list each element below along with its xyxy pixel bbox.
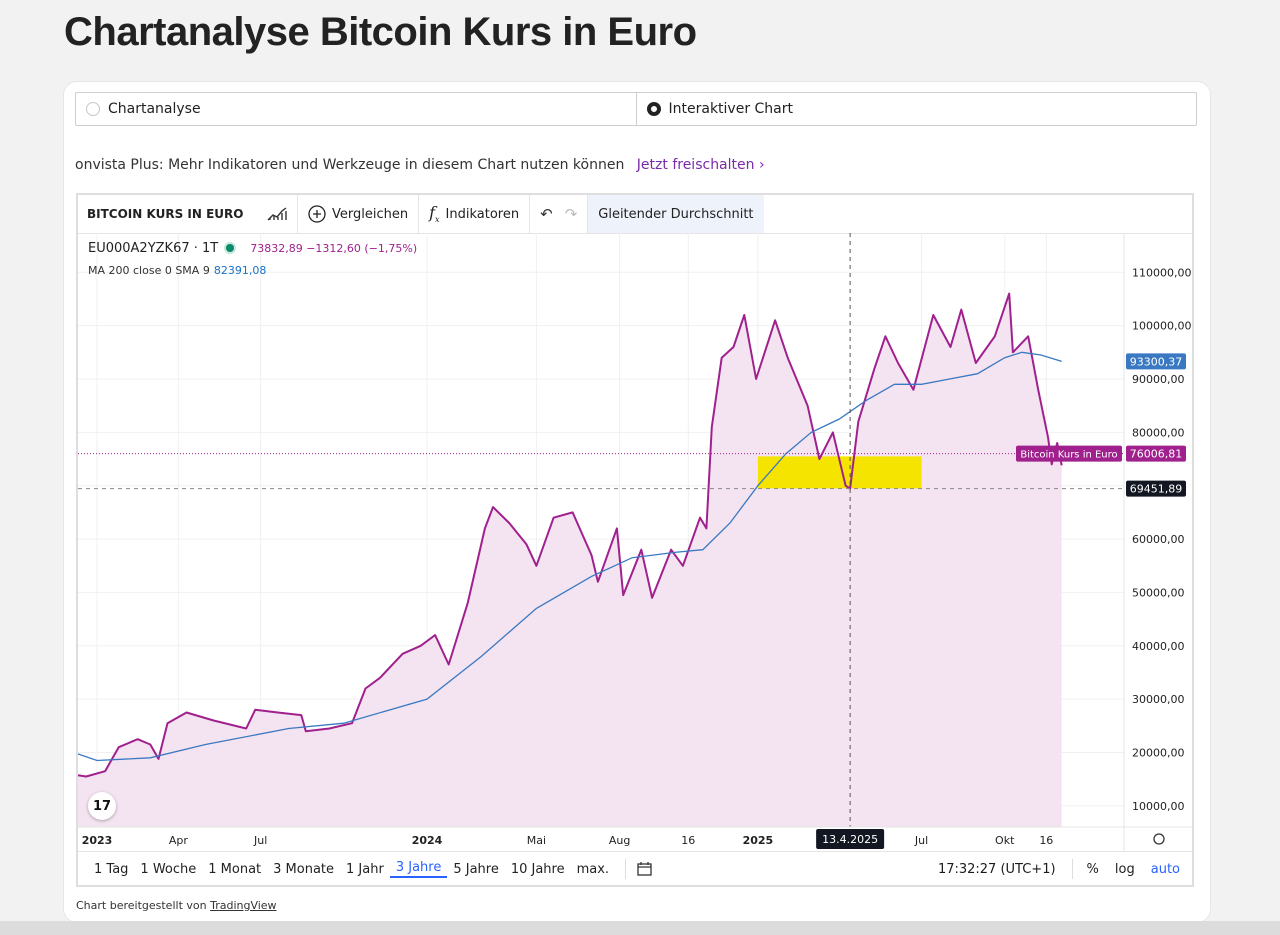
tradingview-logo-icon[interactable]: 17 bbox=[88, 792, 116, 820]
price-line bbox=[78, 292, 1063, 778]
chart-style-icon[interactable] bbox=[267, 207, 287, 221]
instrument-legend: EU000A2YZK67 · 1T 73832,89 −1312,60 (−1,7… bbox=[88, 241, 417, 256]
log-scale-toggle[interactable]: log bbox=[1114, 861, 1135, 877]
radio-on-icon bbox=[646, 102, 661, 116]
unlock-link[interactable]: Jetzt freischalten › bbox=[636, 157, 765, 173]
page-title: Chartanalyse Bitcoin Kurs in Euro bbox=[64, 10, 697, 54]
settings-gear-icon[interactable] bbox=[1153, 833, 1165, 845]
series-name-tag-bg bbox=[1016, 445, 1122, 462]
ma-price-tag: 93300,37 bbox=[1130, 355, 1183, 368]
tab-chartanalyse[interactable]: Chartanalyse bbox=[76, 93, 636, 125]
tab-interaktiver-chart[interactable]: Interaktiver Chart bbox=[635, 93, 1197, 125]
chart-credit: Chart bereitgestellt von TradingView bbox=[76, 899, 277, 912]
compare-label: Vergleichen bbox=[332, 206, 409, 222]
price-axis-label: 90000,00 bbox=[1132, 373, 1185, 386]
price-area-fill bbox=[78, 293, 1062, 827]
tab-label: Interaktiver Chart bbox=[668, 101, 794, 117]
interactive-chart: BITCOIN KURS IN EURO Vergleichen fx Indi… bbox=[76, 193, 1194, 887]
price-axis-label: 30000,00 bbox=[1132, 693, 1185, 706]
last-price-tag: 76006,81 bbox=[1130, 448, 1183, 461]
symbol-search[interactable]: BITCOIN KURS IN EURO bbox=[78, 195, 298, 233]
time-axis-label: 2025 bbox=[743, 834, 774, 847]
auto-scale-toggle[interactable]: auto bbox=[1150, 861, 1180, 877]
ma-price-tag-bg bbox=[1126, 353, 1186, 370]
moving-average-label: Gleitender Durchschnitt bbox=[598, 206, 754, 222]
moving-average-line bbox=[78, 351, 1062, 762]
promo-text: onvista Plus: Mehr Indikatoren und Werkz… bbox=[75, 157, 625, 173]
price-axis-label: 40000,00 bbox=[1132, 640, 1185, 653]
crosshair-date-tag-bg bbox=[816, 829, 885, 849]
percent-scale-toggle[interactable]: % bbox=[1086, 861, 1099, 877]
range-1w[interactable]: 1 Woche bbox=[140, 861, 197, 877]
time-axis-label: Jul bbox=[914, 834, 928, 847]
radio-off-icon bbox=[86, 102, 100, 116]
chart-toolbar: BITCOIN KURS IN EURO Vergleichen fx Indi… bbox=[78, 195, 1194, 234]
undo-redo-group: ↶ ↷ bbox=[530, 195, 589, 233]
crosshair-date-tag: 13.4.2025 bbox=[822, 833, 878, 846]
last-price-tag-bg bbox=[1126, 445, 1186, 462]
range-1y[interactable]: 1 Jahr bbox=[346, 861, 384, 877]
price-axis-label: 20000,00 bbox=[1132, 747, 1185, 760]
undo-icon[interactable]: ↶ bbox=[540, 205, 553, 223]
browser-bottom-strip bbox=[0, 921, 1280, 935]
time-axis-label: Jul bbox=[253, 834, 267, 847]
range-3y[interactable]: 3 Jahre bbox=[389, 860, 448, 878]
price-axis-label: 100000,00 bbox=[1132, 320, 1192, 333]
ma-label: MA 200 close 0 SMA 9 bbox=[88, 264, 210, 277]
price-axis-label: 110000,00 bbox=[1132, 266, 1192, 279]
market-status-icon bbox=[226, 244, 235, 252]
credit-prefix: Chart bereitgestellt von bbox=[76, 899, 207, 912]
ma-value: 82391,08 bbox=[213, 264, 267, 277]
series-name-tag: Bitcoin Kurs in Euro bbox=[1020, 450, 1117, 461]
time-axis-label: Mai bbox=[527, 834, 546, 847]
time-axis-label: Apr bbox=[169, 834, 189, 847]
price-info: 73832,89 −1312,60 (−1,75%) bbox=[250, 242, 418, 255]
symbol-label: BITCOIN KURS IN EURO bbox=[87, 207, 244, 221]
separator bbox=[625, 859, 627, 879]
range-bar: 1 Tag 1 Woche 1 Monat 3 Monate 1 Jahr 3 … bbox=[78, 851, 1194, 886]
price-chart[interactable]: 110000,00100000,0090000,0080000,0070000,… bbox=[78, 195, 1194, 851]
time-axis-label: Aug bbox=[609, 834, 630, 847]
tradingview-link[interactable]: TradingView bbox=[210, 899, 277, 912]
tab-label: Chartanalyse bbox=[108, 101, 201, 117]
indicators-button[interactable]: fx Indikatoren bbox=[419, 195, 531, 233]
plus-circle-icon bbox=[308, 205, 326, 223]
separator bbox=[1071, 859, 1073, 879]
function-icon: fx bbox=[429, 203, 440, 225]
redo-icon[interactable]: ↷ bbox=[564, 205, 578, 223]
price-axis-label: 50000,00 bbox=[1132, 586, 1185, 599]
range-1m[interactable]: 1 Monat bbox=[208, 861, 262, 877]
view-toggle: Chartanalyse Interaktiver Chart bbox=[75, 92, 1197, 126]
price-axis-label: 80000,00 bbox=[1132, 426, 1185, 439]
ma-legend: MA 200 close 0 SMA 9 82391,08 bbox=[88, 264, 266, 277]
price-axis-label: 60000,00 bbox=[1132, 533, 1185, 546]
promo-banner: onvista Plus: Mehr Indikatoren und Werkz… bbox=[75, 157, 765, 173]
time-axis-label: 2023 bbox=[82, 834, 113, 847]
time-axis-label: 16 bbox=[1039, 834, 1053, 847]
clock-time[interactable]: 17:32:27 (UTC+1) bbox=[937, 861, 1056, 877]
calendar-range-icon[interactable] bbox=[636, 861, 654, 877]
range-max[interactable]: max. bbox=[576, 861, 610, 877]
moving-average-button[interactable]: Gleitender Durchschnitt bbox=[588, 195, 764, 233]
crosshair-price-tag: 69451,89 bbox=[1130, 483, 1183, 496]
time-axis-label: 2024 bbox=[412, 834, 443, 847]
range-1d[interactable]: 1 Tag bbox=[94, 861, 129, 877]
range-10y[interactable]: 10 Jahre bbox=[510, 861, 565, 877]
range-3m[interactable]: 3 Monate bbox=[273, 861, 335, 877]
time-axis-label: 16 bbox=[681, 834, 695, 847]
time-axis-label: Okt bbox=[995, 834, 1015, 847]
instrument-label: EU000A2YZK67 · 1T bbox=[88, 241, 219, 256]
compare-button[interactable]: Vergleichen bbox=[298, 195, 420, 233]
crosshair-price-tag-bg bbox=[1126, 480, 1186, 497]
price-axis-label: 10000,00 bbox=[1132, 800, 1185, 813]
range-5y[interactable]: 5 Jahre bbox=[453, 861, 499, 877]
indicators-label: Indikatoren bbox=[445, 206, 520, 222]
